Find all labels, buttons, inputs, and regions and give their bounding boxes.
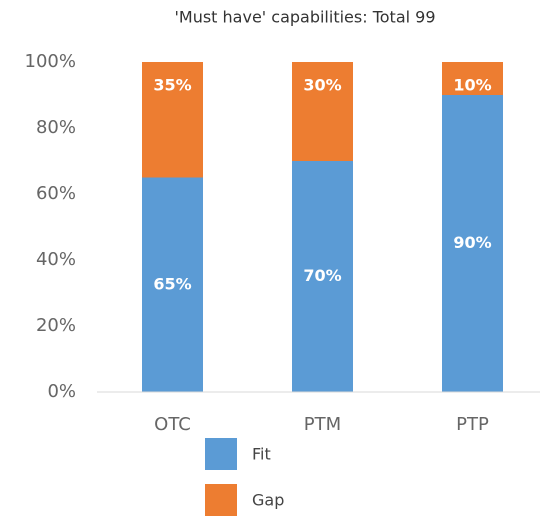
data-label: 35% bbox=[153, 76, 191, 95]
y-tick-label: 0% bbox=[47, 381, 76, 402]
bar-segment bbox=[142, 62, 203, 178]
bar-segment bbox=[292, 161, 353, 392]
x-tick-label: PTP bbox=[456, 414, 489, 435]
bar-segment bbox=[442, 62, 503, 95]
legend-label: Fit bbox=[252, 445, 271, 464]
bar-segment bbox=[142, 177, 203, 392]
chart-title: 'Must have' capabilities: Total 99 bbox=[174, 8, 435, 27]
data-label: 10% bbox=[453, 76, 491, 95]
x-tick-label: OTC bbox=[154, 414, 191, 435]
y-tick-label: 100% bbox=[25, 51, 76, 72]
x-tick-label: PTM bbox=[304, 414, 341, 435]
data-label: 30% bbox=[303, 76, 341, 95]
legend-swatch bbox=[205, 438, 237, 470]
bar-segment bbox=[292, 62, 353, 161]
y-tick-label: 40% bbox=[36, 249, 76, 270]
y-tick-label: 80% bbox=[36, 117, 76, 138]
y-tick-label: 60% bbox=[36, 183, 76, 204]
y-tick-label: 20% bbox=[36, 315, 76, 336]
legend-label: Gap bbox=[252, 491, 284, 510]
legend-swatch bbox=[205, 484, 237, 516]
data-label: 90% bbox=[453, 233, 491, 252]
data-label: 70% bbox=[303, 266, 341, 285]
bar-segment bbox=[442, 95, 503, 392]
data-label: 65% bbox=[153, 274, 191, 293]
